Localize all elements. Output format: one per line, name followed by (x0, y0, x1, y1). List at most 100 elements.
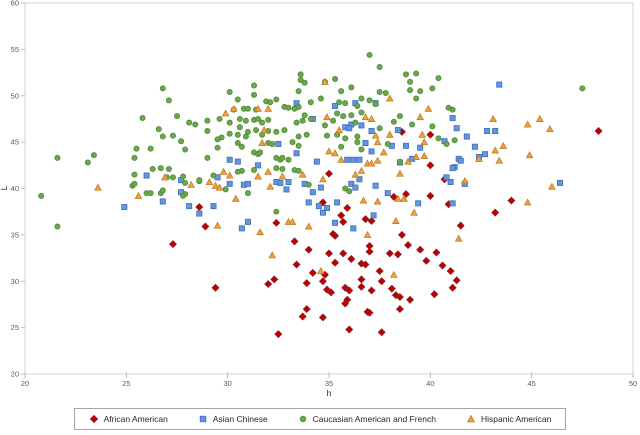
data-point (491, 146, 500, 154)
legend-item: Hispanic American (466, 414, 551, 424)
data-point (317, 184, 324, 191)
data-point (307, 99, 314, 106)
data-point (367, 286, 376, 295)
data-point (396, 169, 404, 177)
data-point (412, 152, 421, 160)
data-point (368, 127, 375, 134)
data-point (341, 299, 350, 308)
data-point (308, 268, 317, 277)
data-point (348, 112, 355, 119)
data-point (345, 286, 354, 295)
data-point (443, 140, 450, 147)
x-tick-label: 40 (426, 379, 434, 388)
data-point (495, 156, 504, 164)
data-point (275, 140, 282, 147)
data-point (317, 267, 325, 275)
data-point (377, 277, 386, 286)
data-point (463, 133, 470, 140)
data-point (426, 130, 435, 139)
data-point (350, 156, 357, 163)
data-point (387, 284, 396, 293)
data-point (299, 117, 306, 124)
data-point (139, 115, 146, 122)
data-point (297, 71, 304, 78)
data-point (426, 191, 435, 200)
data-point (368, 148, 375, 155)
data-point (331, 231, 340, 240)
data-point (489, 114, 498, 122)
data-point (257, 149, 264, 156)
series-square (121, 81, 564, 232)
data-point (165, 97, 172, 104)
x-tick-label: 45 (527, 379, 535, 388)
data-point (289, 139, 296, 146)
data-point (389, 270, 398, 278)
data-point (90, 152, 97, 159)
data-point (420, 152, 429, 160)
y-tick-label: 20 (11, 370, 19, 379)
y-tick-label: 60 (11, 0, 19, 8)
data-point (242, 117, 249, 124)
data-point (446, 267, 455, 276)
data-point (169, 174, 176, 181)
data-point (186, 203, 193, 210)
data-point (357, 282, 366, 291)
data-point (159, 187, 166, 194)
data-point (396, 158, 403, 165)
data-point (283, 186, 290, 193)
series-circle (38, 51, 586, 230)
data-point (579, 85, 586, 92)
data-point (155, 126, 162, 133)
data-point (301, 79, 308, 86)
diamond-icon (89, 414, 98, 424)
data-point (394, 127, 401, 134)
data-point (279, 154, 286, 161)
data-point (218, 134, 225, 141)
legend-marker (89, 414, 98, 424)
data-point (417, 144, 424, 151)
data-point (484, 127, 491, 134)
data-point (449, 106, 456, 113)
data-point (367, 216, 376, 225)
data-point (354, 133, 361, 140)
data-point (38, 192, 45, 199)
data-point (453, 125, 460, 132)
data-point (226, 156, 233, 163)
data-point (346, 125, 353, 132)
data-point (295, 133, 302, 140)
data-point (315, 203, 322, 210)
data-point (346, 188, 353, 195)
data-point (168, 240, 177, 249)
data-point (373, 156, 382, 164)
data-point (298, 170, 307, 178)
data-point (295, 103, 302, 110)
data-point (131, 180, 138, 187)
data-point (323, 113, 331, 121)
data-point (525, 151, 534, 159)
data-point (357, 166, 366, 174)
data-point (318, 277, 327, 286)
data-point (273, 96, 280, 103)
data-point (270, 275, 279, 284)
data-point (407, 78, 414, 85)
data-point (196, 177, 203, 184)
data-point (418, 130, 427, 138)
data-point (358, 122, 365, 129)
data-point (305, 181, 312, 188)
data-point (395, 305, 404, 314)
data-point (335, 126, 344, 134)
data-point (361, 215, 370, 224)
data-point (384, 140, 391, 147)
data-point (435, 75, 442, 82)
data-point (338, 88, 345, 95)
data-point (426, 161, 435, 170)
data-point (429, 85, 436, 92)
legend-box: African American Asian Chinese Caucasian A… (73, 408, 567, 430)
x-tick-label: 30 (223, 379, 231, 388)
data-point (293, 119, 300, 126)
legend-marker (299, 415, 306, 423)
data-point (391, 291, 400, 300)
legend: African American Asian Chinese Caucasian A… (0, 408, 640, 430)
circle-icon (299, 415, 306, 423)
